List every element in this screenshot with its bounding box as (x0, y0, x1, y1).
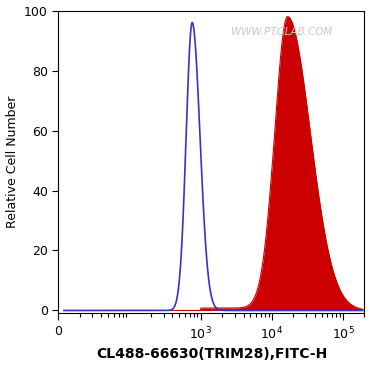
X-axis label: CL488-66630(TRIM28),FITC-H: CL488-66630(TRIM28),FITC-H (96, 348, 327, 361)
Y-axis label: Relative Cell Number: Relative Cell Number (6, 96, 18, 228)
Text: WWW.PTGLAB.COM: WWW.PTGLAB.COM (231, 27, 333, 37)
